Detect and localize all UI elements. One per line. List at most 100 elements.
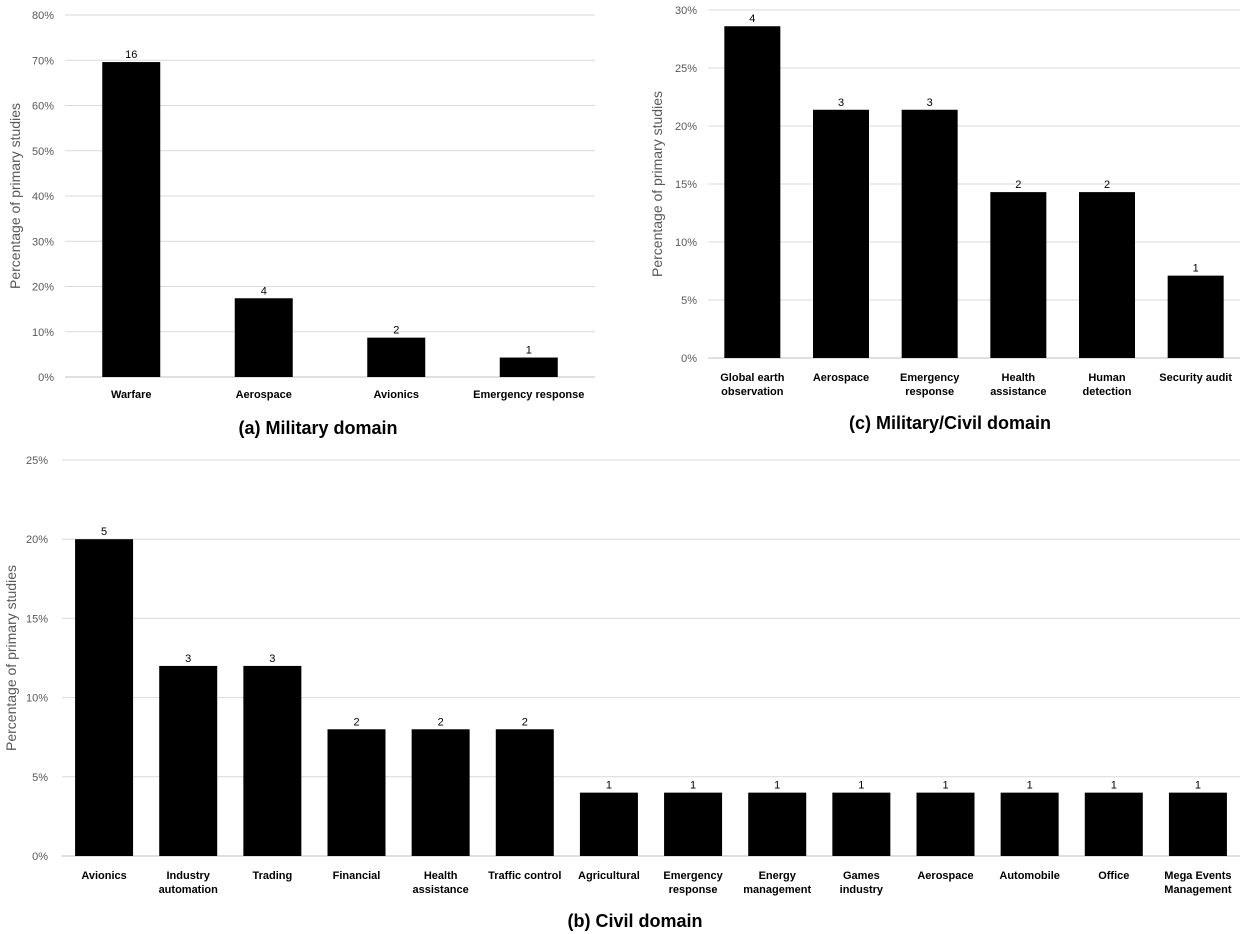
chart-b-bar <box>1168 792 1227 856</box>
chart-c-category-label: Aerospace <box>813 372 869 384</box>
chart-b-category-label-line: Aerospace <box>917 870 973 882</box>
chart-b-bar <box>1000 792 1059 856</box>
chart-c-bar <box>724 26 781 359</box>
chart-c-category-label-line: Security audit <box>1159 372 1232 384</box>
chart-c-y-tick-label: 5% <box>681 295 697 307</box>
chart-c-category-label-line: detection <box>1083 386 1132 398</box>
chart-c-category-label-line: observation <box>721 386 784 398</box>
chart-c-category-label-line: response <box>905 386 954 398</box>
chart-b-category-label-line: Games <box>843 870 880 882</box>
chart-c-bar <box>1079 192 1135 358</box>
chart-c-category-label-line: Human <box>1088 372 1126 384</box>
chart-a-y-tick-label: 70% <box>32 55 54 67</box>
chart-b-y-tick-label: 10% <box>26 693 48 705</box>
chart-b-category-label-line: Office <box>1098 870 1129 882</box>
chart-a-data-label: 16 <box>125 49 137 61</box>
chart-b-category-label-line: Financial <box>333 870 381 882</box>
chart-b-data-label: 1 <box>774 780 780 792</box>
chart-c-category-label-line: Global earth <box>720 372 784 384</box>
chart-a-category-label-line: Emergency response <box>473 389 584 401</box>
chart-b-category-label-line: assistance <box>413 884 469 896</box>
chart-b-category-label-line: Trading <box>252 870 292 882</box>
chart-c-category-label: Global earth observation <box>720 372 784 398</box>
chart-b-category-label: Traffic control <box>488 870 561 882</box>
chart-c-data-label: 3 <box>838 97 844 109</box>
chart-b-category-label-line: Industry <box>167 870 211 882</box>
chart-b-category-label: Trading <box>252 870 292 882</box>
chart-b-category-label: Games industry <box>840 870 884 896</box>
chart-b-category-label: Avionics <box>81 870 126 882</box>
chart-a-bar <box>102 62 161 378</box>
chart-c-category-label-line: Aerospace <box>813 372 869 384</box>
chart-a-bar <box>234 298 293 377</box>
chart-c-category-label-line: Health <box>1002 372 1036 384</box>
chart-b-data-label: 1 <box>1027 780 1033 792</box>
chart-b-y-axis-label: Percentage of primary studies <box>3 565 19 751</box>
chart-b-category-label-line: Energy <box>759 870 797 882</box>
chart-b-civil-domain: 0% 5% 10% 15% 20% 25% Percentage of primary st… <box>3 455 1240 931</box>
chart-b-category-label-line: Health <box>424 870 458 882</box>
chart-b-category-label-line: Traffic control <box>488 870 561 882</box>
chart-b-category-label: Aerospace <box>917 870 973 882</box>
chart-a-category-label: Avionics <box>374 389 419 401</box>
chart-a-category-label-line: Avionics <box>374 389 419 401</box>
chart-a-category-label-line: Aerospace <box>236 389 292 401</box>
chart-c-data-label: 1 <box>1193 263 1199 275</box>
chart-b-data-label: 3 <box>185 653 191 665</box>
chart-b-category-label-line: automation <box>159 884 219 896</box>
chart-a-y-tick-label: 20% <box>32 282 54 294</box>
chart-b-category-label: Mega Events Management <box>1164 870 1232 896</box>
chart-b-category-label: Financial <box>333 870 381 882</box>
chart-c-category-label: Health assistance <box>990 372 1046 398</box>
chart-b-category-label: Emergency response <box>663 870 723 896</box>
chart-b-category-label-line: response <box>669 884 718 896</box>
chart-b-data-label: 1 <box>858 780 864 792</box>
chart-a-bar <box>499 357 558 377</box>
chart-c-bar <box>1167 275 1224 358</box>
chart-b-bar <box>495 729 554 856</box>
chart-b-bar <box>411 729 470 856</box>
chart-c-y-tick-label: 30% <box>675 5 697 17</box>
chart-c-military-civil-domain: 0% 5% 10% 15% 20% 25% 30% Percentage of primary… <box>649 5 1240 433</box>
chart-b-data-label: 2 <box>438 716 444 728</box>
chart-c-category-label: Security audit <box>1159 372 1232 384</box>
chart-a-y-tick-label: 80% <box>32 10 54 22</box>
chart-a-data-label: 4 <box>261 285 267 297</box>
chart-a-category-label: Aerospace <box>236 389 292 401</box>
chart-b-bar <box>243 665 302 856</box>
chart-c-data-label: 3 <box>927 97 933 109</box>
chart-b-category-label: Energy management <box>743 870 811 896</box>
chart-b-category-label: Industry automation <box>159 870 219 896</box>
chart-c-y-tick-label: 20% <box>675 121 697 133</box>
chart-a-category-label: Emergency response <box>473 389 584 401</box>
chart-b-bar <box>748 792 807 856</box>
chart-b-bar <box>159 665 218 856</box>
chart-b-category-label-line: Agricultural <box>578 870 640 882</box>
chart-b-data-label: 1 <box>942 780 948 792</box>
chart-a-title: (a) Military domain <box>238 418 397 438</box>
chart-b-y-tick-label: 0% <box>32 851 48 863</box>
chart-b-category-label: Automobile <box>999 870 1060 882</box>
chart-b-category-label: Health assistance <box>413 870 469 896</box>
chart-b-data-label: 2 <box>522 716 528 728</box>
chart-b-category-label-line: Avionics <box>81 870 126 882</box>
chart-a-bar <box>367 337 426 377</box>
chart-a-y-tick-label: 30% <box>32 236 54 248</box>
chart-b-category-label-line: Automobile <box>999 870 1060 882</box>
chart-c-data-label: 2 <box>1015 179 1021 191</box>
chart-b-y-tick-label: 5% <box>32 772 48 784</box>
chart-b-data-label: 5 <box>101 526 107 538</box>
chart-b-bar <box>1084 792 1143 856</box>
chart-a-data-label: 2 <box>393 325 399 337</box>
chart-c-data-label: 2 <box>1104 179 1110 191</box>
chart-b-category-label-line: Emergency <box>663 870 723 882</box>
chart-b-bar <box>832 792 891 856</box>
chart-a-y-axis-label: Percentage of primary studies <box>7 103 23 289</box>
chart-c-bar <box>990 192 1047 358</box>
chart-a-y-tick-label: 40% <box>32 191 54 203</box>
chart-b-category-label-line: industry <box>840 884 884 896</box>
chart-b-bar <box>579 792 638 856</box>
chart-c-category-label: Emergency response <box>900 372 960 398</box>
chart-a-y-tick-label: 50% <box>32 146 54 158</box>
